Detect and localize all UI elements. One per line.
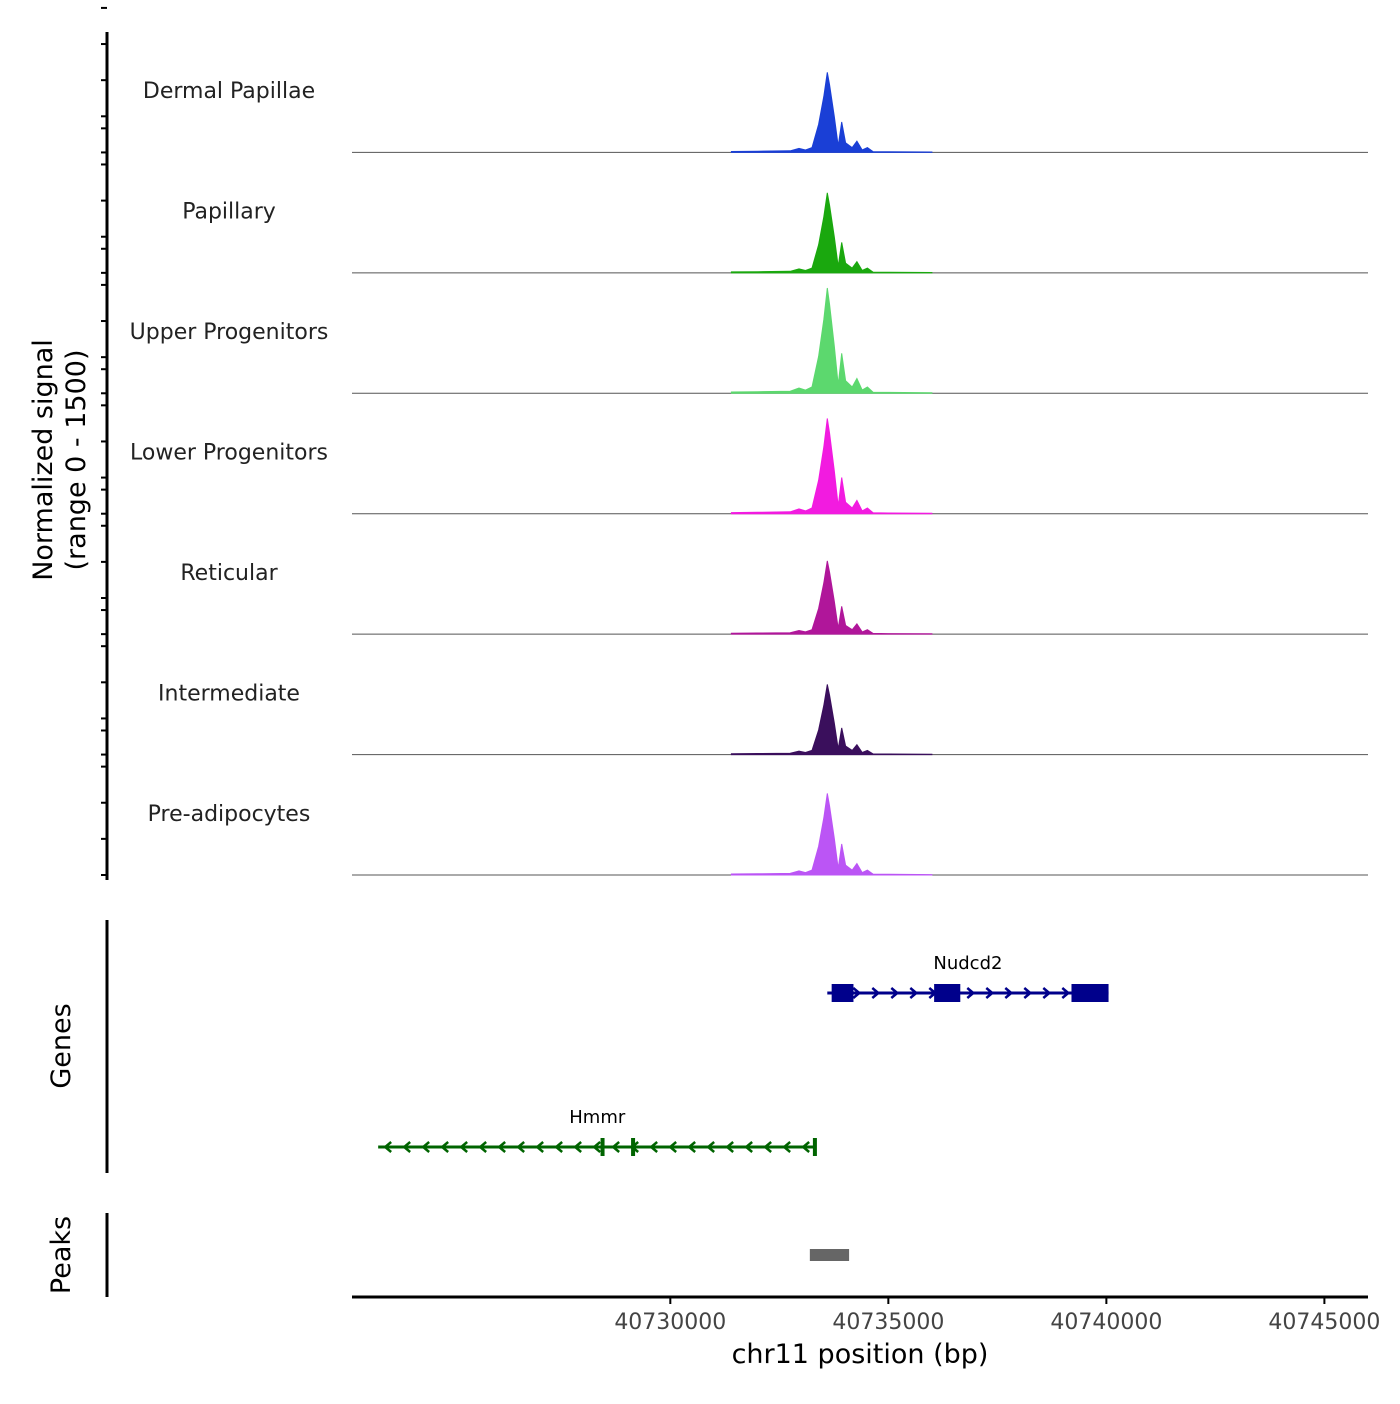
- genes-panel-axis: Genes: [46, 920, 109, 1173]
- y-axis-label-group: Normalized signal (range 0 - 1500): [28, 339, 92, 581]
- strand-arrow: [535, 1141, 544, 1153]
- gene-exon: [631, 1138, 636, 1156]
- gene-name-label: Nudcd2: [933, 953, 1002, 974]
- strand-arrow: [706, 1141, 715, 1153]
- strand-arrow: [440, 1141, 449, 1153]
- peak-annotations: [809, 1249, 850, 1261]
- y-axis-label-line1: Normalized signal: [28, 339, 59, 581]
- strand-arrow: [1023, 987, 1033, 999]
- strand-arrow: [421, 1141, 430, 1153]
- x-axis-label: chr11 position (bp): [732, 1339, 989, 1370]
- strand-arrow: [782, 1141, 791, 1153]
- track-label: Papillary: [182, 200, 276, 225]
- strand-arrow: [1004, 987, 1014, 999]
- coverage-area: [730, 72, 933, 153]
- peak-region: [809, 1249, 850, 1261]
- strand-arrow: [497, 1141, 506, 1153]
- track-label: Lower Progenitors: [130, 441, 328, 466]
- track-label: Pre-adipocytes: [148, 802, 311, 827]
- coverage-area: [730, 287, 933, 394]
- track-label: Reticular: [180, 561, 278, 586]
- strand-arrow: [402, 1141, 411, 1153]
- x-tick-label: 40730000: [614, 1310, 726, 1335]
- strand-arrow: [871, 987, 881, 999]
- gene-name-label: Hmmr: [569, 1107, 626, 1128]
- track-label: Upper Progenitors: [130, 320, 329, 345]
- gene-exon: [600, 1138, 605, 1156]
- strand-arrow: [668, 1141, 677, 1153]
- strand-arrow: [573, 1141, 582, 1153]
- strand-arrow: [985, 987, 995, 999]
- strand-arrow: [852, 987, 862, 999]
- y-axis-label-line2: (range 0 - 1500): [61, 350, 92, 571]
- strand-arrow: [687, 1141, 696, 1153]
- strand-arrow: [909, 987, 919, 999]
- strand-arrow: [554, 1141, 563, 1153]
- strand-arrow: [966, 987, 976, 999]
- gene-exon: [831, 984, 854, 1002]
- coverage-area: [730, 418, 933, 515]
- left-axis-coverage: [101, 6, 109, 880]
- strand-arrow: [611, 1141, 620, 1153]
- strand-arrow: [890, 987, 900, 999]
- coverage-tracks: Dermal Papillae Papillary Upper Progenitor…: [130, 72, 1368, 876]
- track-label: Intermediate: [158, 681, 300, 706]
- strand-arrow: [763, 1141, 772, 1153]
- x-axis: chr11 position (bp) 40730000 40735000 4074…: [352, 1295, 1380, 1370]
- strand-arrow: [725, 1141, 734, 1153]
- x-tick-label: 40740000: [1050, 1310, 1162, 1335]
- gene-exon: [812, 1138, 817, 1156]
- coverage-area: [730, 793, 933, 876]
- strand-arrow: [592, 1141, 601, 1153]
- strand-arrow: [459, 1141, 468, 1153]
- strand-arrow: [1061, 987, 1071, 999]
- strand-arrow: [516, 1141, 525, 1153]
- strand-arrow: [744, 1141, 753, 1153]
- strand-arrow: [478, 1141, 487, 1153]
- x-tick-label: 40745000: [1268, 1310, 1380, 1335]
- strand-arrow: [649, 1141, 658, 1153]
- strand-arrow: [383, 1141, 392, 1153]
- strand-arrow: [801, 1141, 810, 1153]
- gene-exon: [1071, 984, 1109, 1002]
- coverage-area: [730, 192, 933, 274]
- gene-annotations: Nudcd2 Hmmr: [378, 953, 1109, 1156]
- peaks-panel-label: Peaks: [46, 1216, 77, 1294]
- strand-arrow: [1042, 987, 1052, 999]
- x-tick-label: 40735000: [832, 1310, 944, 1335]
- genes-panel-label: Genes: [46, 1003, 77, 1088]
- track-label: Dermal Papillae: [143, 79, 315, 104]
- peaks-panel-axis: Peaks: [46, 1213, 109, 1297]
- coverage-area: [730, 684, 933, 756]
- coverage-area: [730, 560, 933, 635]
- gene-exon: [934, 984, 961, 1002]
